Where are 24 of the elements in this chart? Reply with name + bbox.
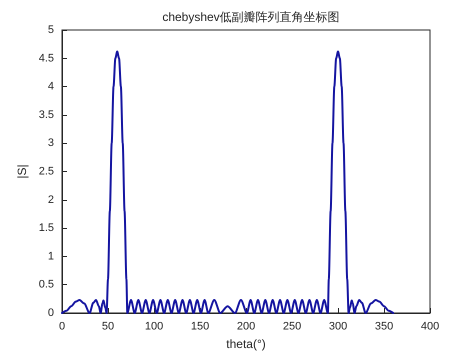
y-tick-label: 3.5 [38, 108, 54, 121]
y-tick-label: 1.5 [38, 222, 54, 234]
y-tick-label: 4 [48, 80, 54, 93]
x-tick-label: 0 [58, 320, 66, 332]
line-series [61, 50, 394, 314]
y-tick-label: 2.5 [38, 166, 54, 178]
x-tick-label: 350 [374, 320, 394, 332]
y-tick-label: 4.5 [38, 52, 54, 64]
x-tick-label: 400 [420, 320, 440, 332]
x-tick-label: 300 [328, 320, 348, 332]
y-axis-title: |S| [14, 164, 29, 179]
y-tick-label: 0 [48, 307, 54, 319]
x-tick-label: 100 [144, 320, 164, 332]
y-tick-label: 3 [48, 137, 54, 150]
y-tick-label: 2 [48, 194, 54, 206]
x-tick-label: 250 [282, 320, 302, 332]
y-tick-label: 0.5 [38, 278, 54, 291]
x-tick-label: 50 [102, 320, 114, 332]
x-axis-title: theta(°) [226, 337, 266, 351]
chart-title: chebyshev低副瓣阵列直角坐标图 [162, 10, 340, 24]
x-tick-label: 150 [190, 320, 210, 332]
x-tick-label: 200 [236, 320, 256, 332]
y-tick-label: 5 [48, 24, 54, 36]
y-tick-label: 1 [48, 250, 54, 262]
